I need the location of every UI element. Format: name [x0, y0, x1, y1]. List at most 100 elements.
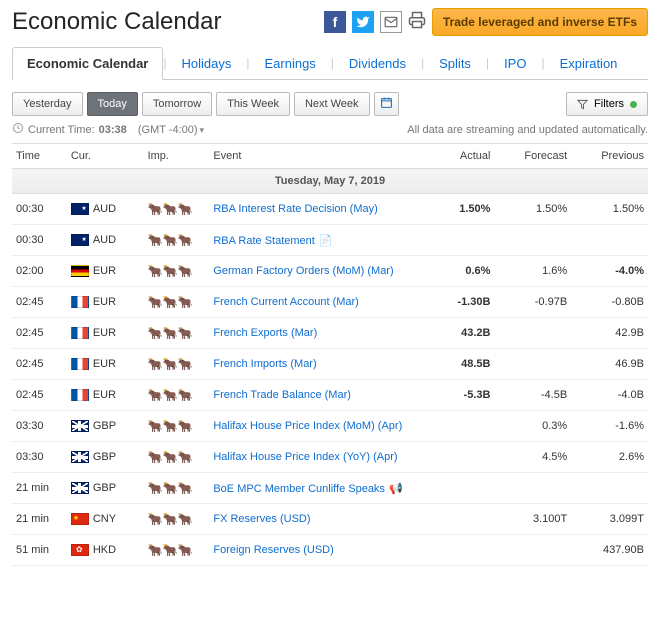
- cell-importance: 🐂🐂🐂: [144, 318, 210, 349]
- range-this-week[interactable]: This Week: [216, 92, 290, 116]
- table-row: 03:30GBP🐂🐂🐂Halifax House Price Index (Yo…: [12, 442, 648, 473]
- cell-event[interactable]: German Factory Orders (MoM) (Mar): [209, 256, 417, 287]
- cell-time: 00:30: [12, 225, 67, 256]
- current-time-value: 03:38: [99, 124, 127, 136]
- cell-event[interactable]: Halifax House Price Index (MoM) (Apr): [209, 411, 417, 442]
- print-icon[interactable]: [408, 11, 426, 34]
- tab-ipo[interactable]: IPO: [489, 47, 541, 80]
- cell-event[interactable]: Halifax House Price Index (YoY) (Apr): [209, 442, 417, 473]
- cell-importance: 🐂🐂🐂: [144, 411, 210, 442]
- twitter-icon[interactable]: [352, 11, 374, 33]
- cell-time: 21 min: [12, 473, 67, 504]
- cell-currency: HKD: [67, 535, 144, 566]
- cell-forecast: -4.5B: [494, 380, 571, 411]
- cell-event[interactable]: BoE MPC Member Cunliffe Speaks📢: [209, 473, 417, 504]
- cell-previous: [571, 225, 648, 256]
- cell-event[interactable]: RBA Interest Rate Decision (May): [209, 194, 417, 225]
- cell-actual: [418, 442, 495, 473]
- cell-actual: 43.2B: [418, 318, 495, 349]
- cell-previous: 1.50%: [571, 194, 648, 225]
- cell-forecast: [494, 318, 571, 349]
- tab-economic-calendar[interactable]: Economic Calendar: [12, 47, 163, 80]
- cell-currency: AUD: [67, 194, 144, 225]
- cell-actual: 1.50%: [418, 194, 495, 225]
- cell-forecast: 1.50%: [494, 194, 571, 225]
- flag-icon: [71, 203, 89, 215]
- filters-label: Filters: [594, 98, 624, 110]
- col-event: Event: [209, 144, 417, 169]
- cell-importance: 🐂🐂🐂: [144, 225, 210, 256]
- cell-time: 02:45: [12, 380, 67, 411]
- speaker-icon: 📢: [389, 483, 403, 495]
- cell-previous: -4.0B: [571, 380, 648, 411]
- flag-icon: [71, 389, 89, 401]
- tab-expiration[interactable]: Expiration: [545, 47, 633, 80]
- flag-icon: [71, 296, 89, 308]
- table-row: 02:45EUR🐂🐂🐂French Imports (Mar)48.5B46.9…: [12, 349, 648, 380]
- cell-forecast: 0.3%: [494, 411, 571, 442]
- cell-forecast: 1.6%: [494, 256, 571, 287]
- tab-holidays[interactable]: Holidays: [167, 47, 247, 80]
- cell-forecast: [494, 473, 571, 504]
- cell-event[interactable]: Foreign Reserves (USD): [209, 535, 417, 566]
- cell-currency: GBP: [67, 411, 144, 442]
- calendar-picker-icon[interactable]: [374, 92, 399, 116]
- document-icon[interactable]: 📄: [319, 235, 333, 247]
- cell-previous: 3.099T: [571, 504, 648, 535]
- calendar-table: TimeCur.Imp.EventActualForecastPrevious …: [12, 143, 648, 566]
- flag-icon: [71, 327, 89, 339]
- cell-event[interactable]: FX Reserves (USD): [209, 504, 417, 535]
- cell-forecast: -0.97B: [494, 287, 571, 318]
- tab-earnings[interactable]: Earnings: [249, 47, 330, 80]
- cell-currency: CNY: [67, 504, 144, 535]
- cell-forecast: 4.5%: [494, 442, 571, 473]
- cell-importance: 🐂🐂🐂: [144, 256, 210, 287]
- page-title: Economic Calendar: [12, 8, 221, 36]
- flag-icon: [71, 513, 89, 525]
- stream-note: All data are streaming and updated autom…: [407, 124, 648, 136]
- cell-currency: EUR: [67, 318, 144, 349]
- cell-currency: EUR: [67, 380, 144, 411]
- range-tomorrow[interactable]: Tomorrow: [142, 92, 212, 116]
- cell-previous: 42.9B: [571, 318, 648, 349]
- cell-importance: 🐂🐂🐂: [144, 349, 210, 380]
- cell-forecast: [494, 535, 571, 566]
- cell-event[interactable]: French Trade Balance (Mar): [209, 380, 417, 411]
- timezone-selector[interactable]: (GMT -4:00)▾: [138, 124, 204, 136]
- cell-actual: 0.6%: [418, 256, 495, 287]
- email-icon[interactable]: [380, 11, 402, 33]
- table-row: 21 minGBP🐂🐂🐂BoE MPC Member Cunliffe Spea…: [12, 473, 648, 504]
- cell-event[interactable]: French Imports (Mar): [209, 349, 417, 380]
- cell-previous: 46.9B: [571, 349, 648, 380]
- cell-currency: GBP: [67, 442, 144, 473]
- cell-importance: 🐂🐂🐂: [144, 504, 210, 535]
- tab-splits[interactable]: Splits: [424, 47, 486, 80]
- cell-event[interactable]: RBA Rate Statement📄: [209, 225, 417, 256]
- table-row: 51 minHKD🐂🐂🐂Foreign Reserves (USD)437.90…: [12, 535, 648, 566]
- table-row: 21 minCNY🐂🐂🐂FX Reserves (USD)3.100T3.099…: [12, 504, 648, 535]
- cell-actual: -5.3B: [418, 380, 495, 411]
- range-yesterday[interactable]: Yesterday: [12, 92, 83, 116]
- tab-dividends[interactable]: Dividends: [334, 47, 421, 80]
- cell-forecast: 3.100T: [494, 504, 571, 535]
- cell-previous: -4.0%: [571, 256, 648, 287]
- range-next-week[interactable]: Next Week: [294, 92, 370, 116]
- cta-button[interactable]: Trade leveraged and inverse ETFs: [432, 8, 648, 36]
- table-row: 02:45EUR🐂🐂🐂French Exports (Mar)43.2B42.9…: [12, 318, 648, 349]
- cell-currency: EUR: [67, 256, 144, 287]
- col-cur: Cur.: [67, 144, 144, 169]
- range-today[interactable]: Today: [87, 92, 138, 116]
- cell-actual: [418, 225, 495, 256]
- cell-forecast: [494, 225, 571, 256]
- cell-event[interactable]: French Current Account (Mar): [209, 287, 417, 318]
- filters-button[interactable]: Filters: [566, 92, 648, 116]
- table-row: 02:00EUR🐂🐂🐂German Factory Orders (MoM) (…: [12, 256, 648, 287]
- cell-time: 02:45: [12, 287, 67, 318]
- col-actual: Actual: [418, 144, 495, 169]
- cell-event[interactable]: French Exports (Mar): [209, 318, 417, 349]
- table-row: 02:45EUR🐂🐂🐂French Trade Balance (Mar)-5.…: [12, 380, 648, 411]
- cell-importance: 🐂🐂🐂: [144, 194, 210, 225]
- facebook-icon[interactable]: f: [324, 11, 346, 33]
- table-row: 00:30AUD🐂🐂🐂RBA Rate Statement📄: [12, 225, 648, 256]
- table-row: 02:45EUR🐂🐂🐂French Current Account (Mar)-…: [12, 287, 648, 318]
